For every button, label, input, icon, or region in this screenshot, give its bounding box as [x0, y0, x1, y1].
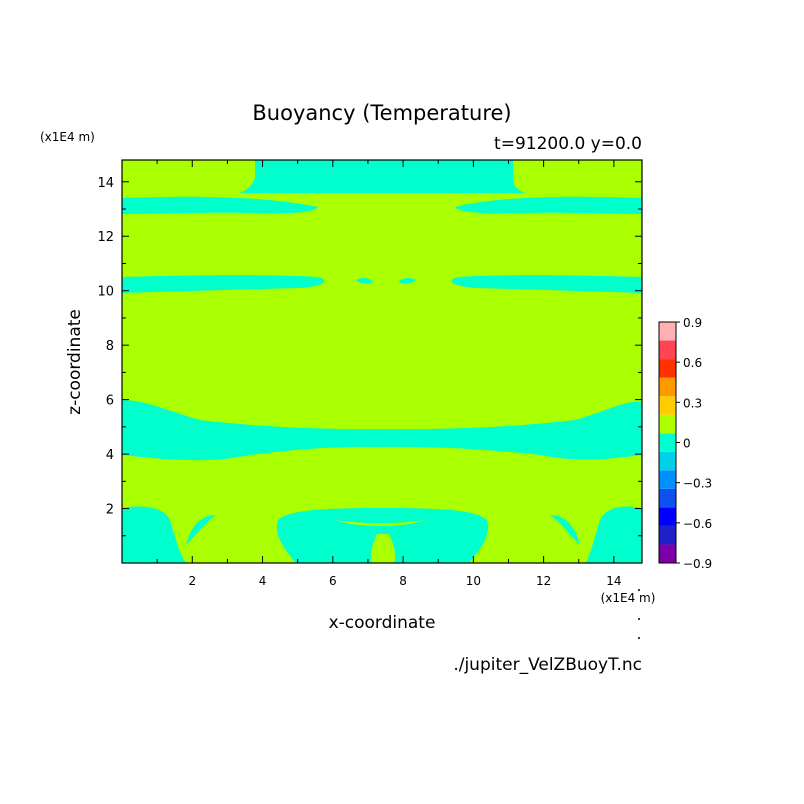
contour-region: [455, 196, 642, 214]
contour-region: [398, 277, 416, 284]
colorbar-tick-label: −0.3: [683, 477, 712, 491]
contour-region: [122, 400, 642, 461]
marker-dot: [638, 618, 640, 620]
contour-region: [356, 277, 374, 284]
contour-region: [586, 506, 642, 563]
x-axis-label: x-coordinate: [329, 613, 436, 633]
colorbar-swatch: [659, 525, 676, 545]
x-tick-label: 14: [606, 574, 621, 588]
y-axis: 2 4 6 8 10 12 14: [97, 176, 642, 537]
colorbar-tick-label: 0.3: [683, 396, 702, 410]
y-unit-label: (x1E4 m): [40, 130, 95, 144]
y-tick-label: 12: [97, 230, 114, 245]
y-tick-label: 8: [106, 339, 114, 354]
x-axis: 2 4 6 8 10 12 14: [156, 160, 622, 588]
colorbar-tick-label: −0.6: [683, 517, 712, 531]
contour-region: [276, 508, 489, 563]
x-unit-label: (x1E4 m): [601, 591, 656, 605]
contour-region: [370, 534, 396, 563]
y-tick-label: 10: [97, 285, 114, 300]
y-tick-label: 14: [97, 176, 114, 191]
colorbar-swatch: [659, 396, 676, 415]
colorbar-swatch: [659, 414, 676, 434]
colorbar-tick-label: −0.9: [683, 557, 712, 571]
x-tick-label: 12: [536, 574, 551, 588]
colorbar-swatch: [659, 322, 676, 341]
contour-region: [122, 196, 318, 214]
colorbar-swatch: [659, 377, 676, 397]
chart-title: Buoyancy (Temperature): [252, 101, 511, 125]
colorbar-tick-label: 0.9: [683, 316, 702, 330]
colorbar: 0.9 0.6 0.3 0 −0.3 −0.6 −0.9: [658, 316, 712, 571]
x-tick-label: 10: [466, 574, 481, 588]
field-background: [122, 160, 642, 563]
x-tick-label: 4: [259, 574, 267, 588]
marker-dot: [638, 637, 640, 639]
contour-region: [186, 515, 216, 545]
y-axis-label: z-coordinate: [65, 309, 85, 415]
y-tick-label: 4: [106, 448, 114, 463]
contour-region: [240, 160, 525, 193]
contour-region: [451, 275, 642, 293]
colorbar-tick-label: 0.6: [683, 356, 702, 370]
contour-region: [122, 275, 325, 293]
contour-region: [336, 520, 425, 526]
contour-field: [122, 160, 642, 563]
contour-region: [550, 515, 580, 545]
y-tick-label: 2: [106, 503, 114, 518]
x-tick-label: 6: [329, 574, 337, 588]
colorbar-swatch: [659, 359, 676, 378]
contour-region: [122, 506, 186, 563]
colorbar-swatch: [659, 507, 676, 526]
colorbar-swatch: [659, 451, 676, 471]
marker-dot: [638, 589, 640, 591]
plot-frame: [121, 159, 643, 564]
colorbar-swatch: [659, 488, 676, 508]
colorbar-swatch: [659, 433, 676, 452]
colorbar-tick-label: 0: [683, 437, 691, 451]
y-tick-label: 6: [106, 394, 114, 409]
chart-subtitle: t=91200.0 y=0.0: [494, 134, 642, 154]
x-tick-label: 2: [188, 574, 196, 588]
source-filename: ./jupiter_VelZBuoyT.nc: [453, 655, 642, 675]
colorbar-swatch: [659, 544, 676, 563]
colorbar-swatch: [659, 470, 676, 489]
x-tick-label: 8: [399, 574, 407, 588]
colorbar-swatch: [659, 340, 676, 360]
negative-regions: [122, 160, 642, 563]
